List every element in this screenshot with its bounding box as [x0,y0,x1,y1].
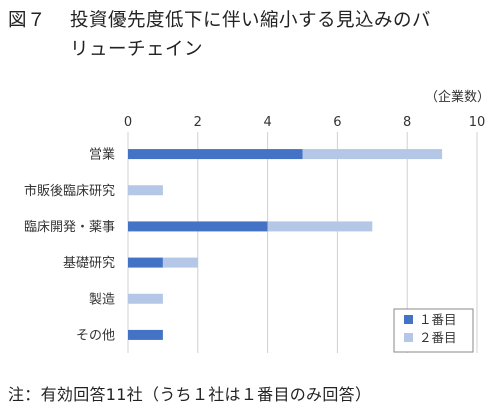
legend-box [393,308,474,353]
bars [128,149,443,340]
legend-swatch-first [404,315,413,324]
bar-second [267,221,373,232]
figure-title-line2: リューチェイン [70,39,204,60]
x-tick-label: 8 [403,115,411,130]
legend: １番目 ２番目 [393,308,474,353]
legend-label-first: １番目 [419,312,457,327]
bar-second [162,257,198,268]
figure-title: 図７ 投資優先度低下に伴い縮小する見込みのバ リューチェイン [8,6,494,64]
bar-second [302,149,443,160]
category-label: その他 [76,328,115,343]
category-label: 基礎研究 [63,256,115,271]
x-tick-label: 2 [194,115,202,130]
figure-number: 図７ [8,10,47,31]
stacked-bar-chart: （企業数） 0 2 4 6 8 10 営業市販後臨床研究臨床開発・薬事基礎研究製造その他 … [24,89,490,353]
bar-first [128,329,163,340]
x-tick-label: 4 [263,115,271,130]
legend-swatch-second [404,333,413,342]
category-label: 市販後臨床研究 [24,183,115,199]
x-tick-label: 0 [124,115,132,130]
x-tick-label: 10 [469,115,486,130]
footnote: 注：有効回答11社（うち１社は１番目のみ回答） [8,385,372,404]
figure-title-line1: 投資優先度低下に伴い縮小する見込みのバ [70,10,432,31]
bar-first [128,149,303,160]
category-label: 製造 [89,292,115,307]
x-tick-labels: 0 2 4 6 8 10 [124,115,485,130]
category-label: 臨床開発・薬事 [24,220,115,235]
bar-first [128,221,268,232]
legend-label-second: ２番目 [419,330,457,345]
bar-first [128,257,163,268]
category-label: 営業 [89,147,115,163]
x-tick-label: 6 [333,115,341,130]
unit-label: （企業数） [425,89,490,105]
bar-second [128,293,163,304]
bar-second [128,185,163,196]
